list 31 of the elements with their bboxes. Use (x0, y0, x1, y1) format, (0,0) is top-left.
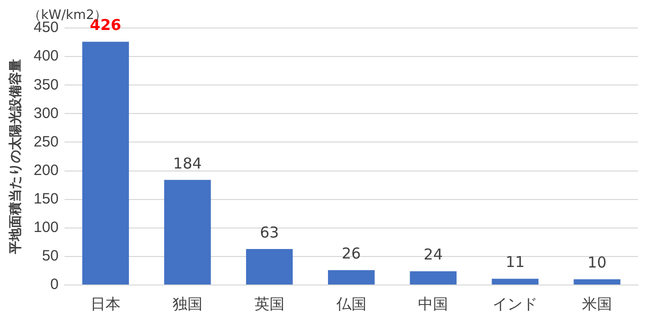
y-tick-label: 400 (34, 48, 59, 65)
y-tick-label: 350 (34, 76, 59, 94)
y-tick-label: 50 (42, 248, 59, 265)
x-tick-label: 独国 (172, 296, 202, 314)
bar (574, 279, 620, 284)
bar (82, 42, 129, 284)
y-tick-label: 150 (34, 190, 59, 208)
y-tick-label: 100 (34, 219, 59, 236)
y-tick-label: 300 (34, 104, 59, 122)
data-label: 10 (588, 254, 607, 272)
bar (164, 180, 211, 284)
x-tick-label: 日本 (90, 296, 121, 314)
data-label: 63 (260, 223, 279, 242)
y-axis-title: 平地面積当たりの太陽光設備容量 (7, 59, 22, 255)
data-label: 26 (342, 244, 361, 263)
bar (328, 270, 375, 284)
x-tick-label: 中国 (418, 296, 448, 314)
y-tick-label: 450 (34, 19, 59, 36)
bar (492, 278, 538, 284)
y-tick-label: 0 (50, 276, 59, 294)
data-label: 184 (173, 154, 202, 172)
x-tick-label: インド (492, 296, 538, 314)
data-label: 24 (424, 246, 443, 264)
y-tick-label: 200 (34, 162, 59, 179)
data-label: 11 (506, 253, 525, 272)
y-tick-label: 250 (34, 133, 59, 150)
bar (246, 249, 293, 284)
bar (410, 271, 457, 284)
x-tick-label: 英国 (254, 296, 284, 314)
x-tick-label: 米国 (582, 296, 612, 314)
x-tick-label: 仏国 (335, 296, 366, 314)
